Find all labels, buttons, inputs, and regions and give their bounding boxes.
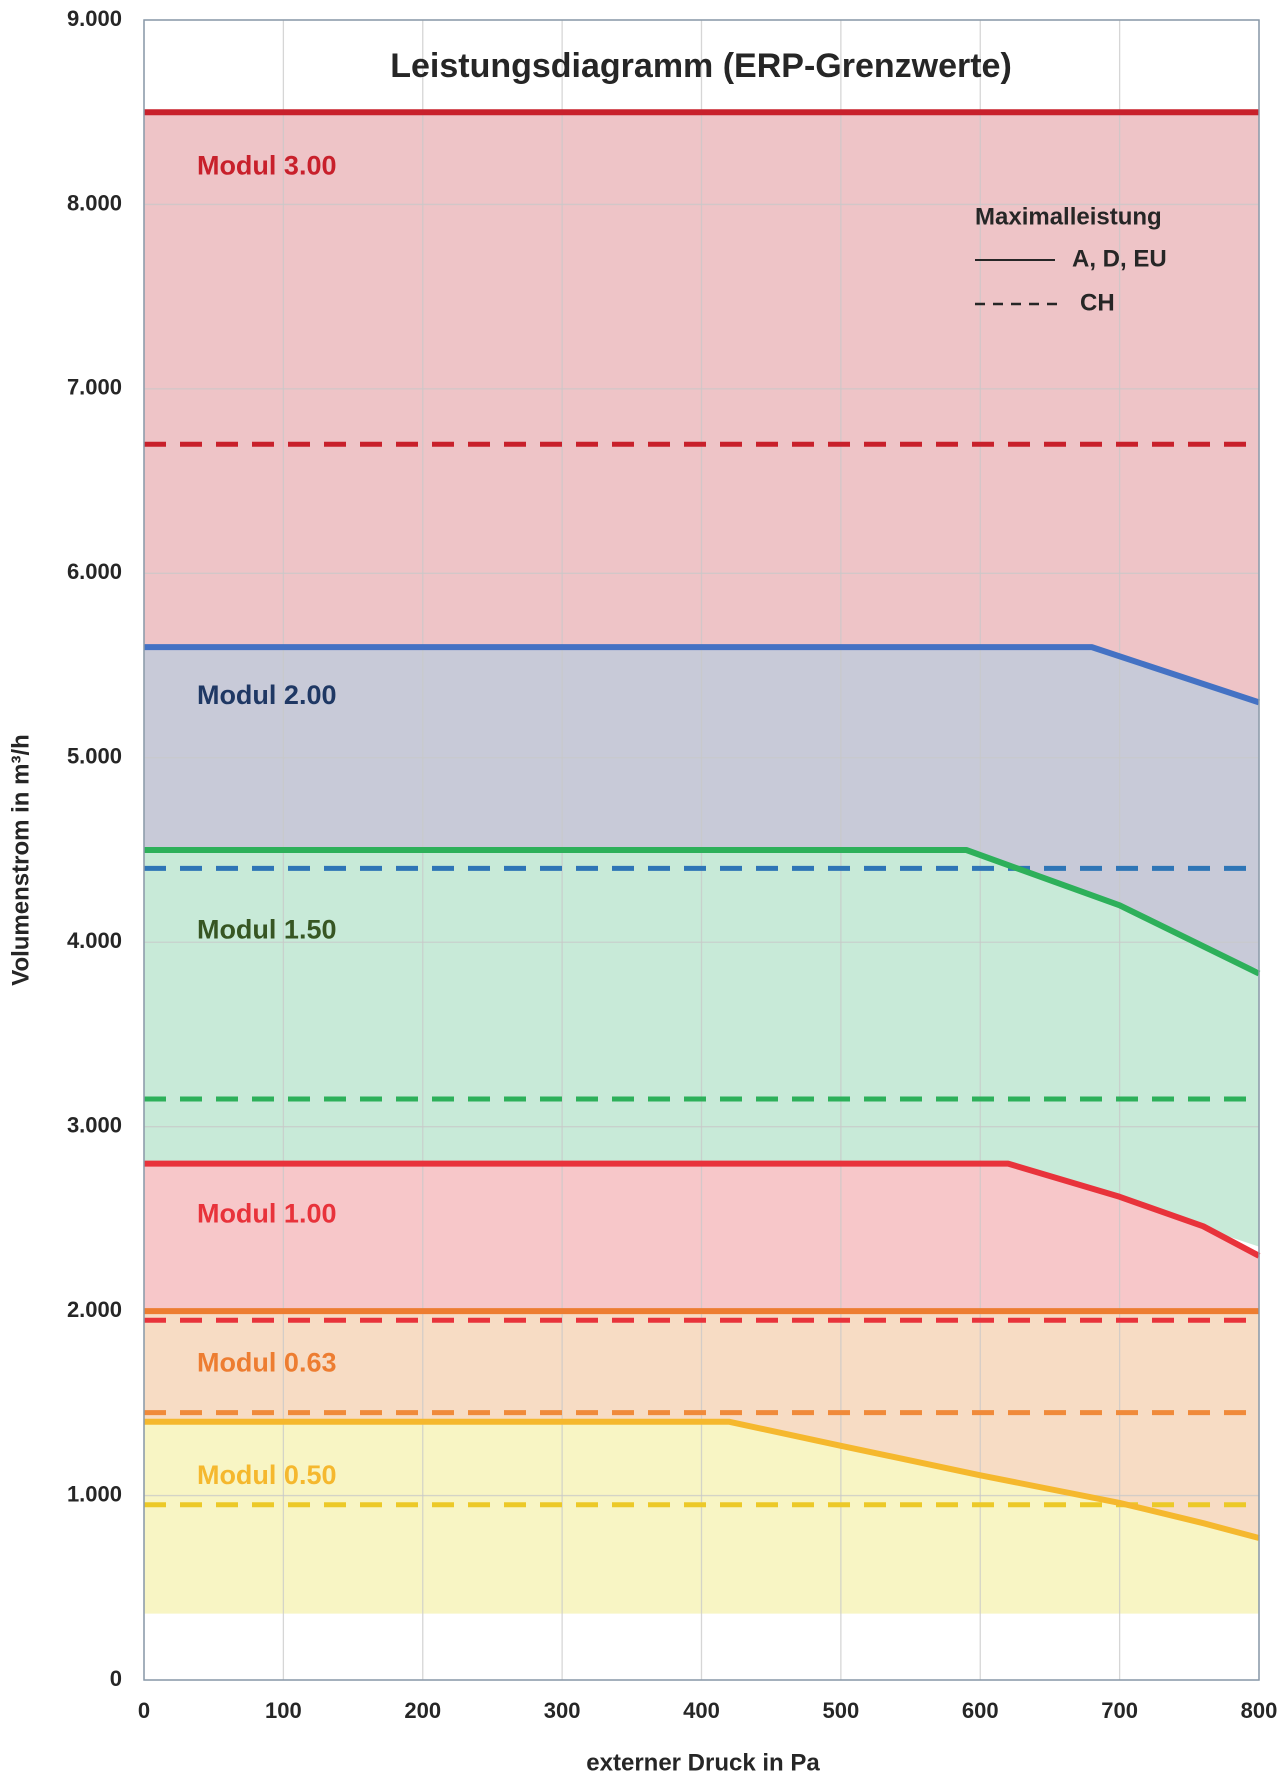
modul-0-50-max-eu-line (144, 1418, 1260, 1541)
legend-title: Maximalleistung (975, 203, 1162, 230)
series-lines (144, 109, 1261, 1541)
x-tick-label: 100 (265, 1698, 302, 1723)
legend: Maximalleistung A, D, EU CH (975, 203, 1167, 316)
y-tick-label: 1.000 (67, 1481, 122, 1506)
plot-frame (143, 19, 1260, 1681)
modul-2-00-max-eu-line (144, 644, 1260, 706)
x-tick-label: 600 (962, 1698, 999, 1723)
x-tick-label: 800 (1241, 1698, 1278, 1723)
y-tick-label: 3.000 (67, 1112, 122, 1137)
x-tick-label: 700 (1101, 1698, 1138, 1723)
y-tick-label: 8.000 (67, 190, 122, 215)
module-label-modul-1-50: Modul 1.50 (197, 914, 337, 944)
y-tick-label: 2.000 (67, 1297, 122, 1322)
modul-1-00-max-eu-line (144, 1160, 1261, 1259)
x-tick-label: 200 (404, 1698, 441, 1723)
legend-entry-dashed: CH (1080, 289, 1115, 316)
module-label-modul-0-63: Modul 0.63 (197, 1348, 337, 1378)
y-tick-label: 9.000 (67, 6, 122, 31)
x-tick-label: 300 (544, 1698, 581, 1723)
module-label-modul-3-00: Modul 3.00 (197, 151, 337, 181)
legend-entry-solid: A, D, EU (1072, 245, 1167, 272)
module-labels: Modul 3.00 Modul 2.00 Modul 1.50 Modul 1.00… (197, 151, 337, 1491)
module-label-modul-1-00: Modul 1.00 (197, 1198, 337, 1228)
y-tick-label: 7.000 (67, 375, 122, 400)
modul-1-50-max-eu-line (144, 847, 1261, 977)
y-tick-label: 5.000 (67, 744, 122, 769)
y-axis-label: Volumenstrom in m³/h (7, 734, 34, 986)
y-tick-label: 0 (110, 1666, 122, 1691)
x-tick-labels: 0 100 200 300 400 500 600 700 800 (138, 1698, 1277, 1723)
x-tick-label: 0 (138, 1698, 150, 1723)
x-axis-label: externer Druck in Pa (586, 1749, 820, 1776)
module-label-modul-2-00: Modul 2.00 (197, 680, 337, 710)
module-label-modul-0-50: Modul 0.50 (197, 1460, 337, 1490)
y-tick-label: 6.000 (67, 559, 122, 584)
chart-title: Leistungsdiagramm (ERP-Grenzwerte) (390, 47, 1012, 85)
y-tick-label: 4.000 (67, 928, 122, 953)
y-tick-labels: 0 1.000 2.000 3.000 4.000 5.000 6.000 7.000 8.00… (67, 6, 122, 1691)
x-tick-label: 400 (683, 1698, 720, 1723)
x-tick-label: 500 (823, 1698, 860, 1723)
